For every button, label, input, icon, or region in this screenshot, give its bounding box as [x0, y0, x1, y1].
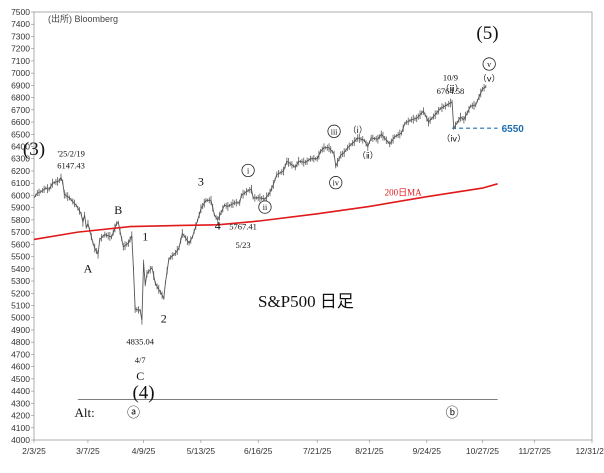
wave-label: B [114, 203, 122, 217]
plot-frame [33, 11, 593, 441]
wave-label: ii [263, 203, 268, 212]
wave-label: 3 [198, 175, 204, 189]
y-tick-label: 5500 [11, 252, 30, 262]
price-annotation: 5/23 [235, 240, 250, 250]
y-tick-label: 4500 [11, 374, 30, 384]
wave-label: (5) [476, 23, 498, 44]
y-tick-label: 4400 [11, 386, 30, 396]
y-tick-label: 7200 [11, 44, 30, 54]
series-layer: 6550 [33, 84, 525, 401]
x-axis: 2/3/25 3/7/25 4/9/25 5/13/25 6/16/25 7/21/25 8… [22, 440, 604, 456]
y-tick-label: 6200 [11, 166, 30, 176]
wave-label: 4 [215, 219, 221, 233]
y-tick-label: 5000 [11, 313, 30, 323]
wave-label: 2 [161, 312, 167, 326]
y-tick-label: 6300 [11, 154, 30, 164]
wave-label: iii [331, 127, 338, 136]
y-tick-label: 5600 [11, 239, 30, 249]
y-tick-label: 6800 [11, 93, 30, 103]
wave-label: (4) [132, 382, 154, 403]
wave-circle [241, 163, 255, 178]
y-tick-label: 4600 [11, 362, 30, 372]
x-tick-label: 10/27/25 [466, 446, 499, 456]
wave-label: v [487, 60, 491, 69]
wave-label: （ⅰ） [348, 125, 367, 135]
x-tick-label: 5/13/25 [187, 446, 216, 456]
source-label: (出所) Bloomberg [48, 13, 118, 24]
x-tick-label: 12/31/25 [575, 446, 604, 456]
y-tick-label: 4200 [11, 411, 30, 421]
alt-label: ⓑ [446, 405, 459, 420]
y-tick-label: 6400 [11, 142, 30, 152]
y-tick-label: 7400 [11, 19, 30, 29]
y-tick-label: 5300 [11, 276, 30, 286]
wave-label: C [136, 369, 144, 383]
y-tick-label: 5400 [11, 264, 30, 274]
wave-circle [329, 176, 343, 190]
x-tick-label: 3/7/25 [76, 446, 100, 456]
chart-title: S&P500 日足 [258, 292, 354, 311]
x-tick-label: 4/9/25 [132, 446, 156, 456]
wave-label: i [247, 166, 250, 175]
wave-label: iv [333, 179, 339, 188]
wave-label: （ⅴ） [478, 74, 500, 84]
price-line [33, 86, 487, 321]
price-annotation: 4/7 [135, 355, 146, 365]
x-tick-label: 2/3/25 [22, 446, 46, 456]
y-tick-label: 4300 [11, 398, 30, 408]
wave-label: A [84, 261, 93, 275]
y-tick-label: 5200 [11, 288, 30, 298]
wave-label: 1 [142, 230, 148, 244]
wave-label: (3) [23, 139, 45, 160]
alt-label: ⓐ [127, 405, 140, 420]
price-annotation: 6147.43 [57, 161, 85, 171]
x-tick-label: 6/16/25 [244, 446, 273, 456]
wave-label: （ⅲ） [441, 83, 463, 93]
y-tick-label: 5900 [11, 203, 30, 213]
annotation-layer: (3) '25/2/19 6147.43 A B 1 4835.04 4/7 C(4) 2 3 4 57… [23, 23, 500, 420]
wave-circle [482, 57, 496, 71]
wave-circle [258, 200, 272, 214]
y-tick-label: 7300 [11, 31, 30, 41]
y-tick-label: 5100 [11, 300, 30, 310]
y-tick-label: 4700 [11, 349, 30, 359]
y-tick-label: 4100 [11, 423, 30, 433]
price-annotation: '25/2/19 [57, 148, 85, 158]
y-tick-label: 4900 [11, 325, 30, 335]
alt-label: Alt: [74, 405, 94, 420]
wave-label: （ⅱ） [357, 151, 378, 161]
price-annotation: 4835.04 [126, 337, 154, 347]
wave-circle [327, 124, 341, 138]
price-annotation: 10/9 [443, 72, 458, 82]
y-tick-label: 5800 [11, 215, 30, 225]
y-axis: 4000 4100 4200 4300 4400 4500 4600 4700 4800 4900… [11, 7, 34, 445]
y-tick-label: 6900 [11, 80, 30, 90]
y-tick-label: 6000 [11, 190, 30, 200]
price-annotation: 6764.58 [437, 86, 465, 96]
y-tick-label: 6600 [11, 117, 30, 127]
plot-border [33, 11, 593, 441]
y-tick-label: 7000 [11, 68, 30, 78]
y-tick-label: 4000 [11, 435, 30, 445]
support-level-label: 6550 [502, 124, 525, 135]
ma200-line [33, 183, 498, 241]
wave-label: （ⅳ） [442, 134, 466, 144]
y-tick-label: 6100 [11, 178, 30, 188]
x-tick-label: 9/24/25 [413, 446, 442, 456]
y-tick-label: 4800 [11, 337, 30, 347]
y-tick-label: 7100 [11, 56, 30, 66]
x-tick-label: 7/21/25 [303, 446, 332, 456]
y-tick-label: 6700 [11, 105, 30, 115]
y-tick-label: 7500 [11, 7, 30, 17]
ma200-label: 200日MA [385, 187, 423, 197]
price-annotation: 5767.41 [229, 222, 257, 232]
y-tick-label: 5700 [11, 227, 30, 237]
x-tick-label: 8/21/25 [355, 446, 384, 456]
x-tick-label: 11/27/25 [518, 446, 551, 456]
y-tick-label: 6500 [11, 129, 30, 139]
